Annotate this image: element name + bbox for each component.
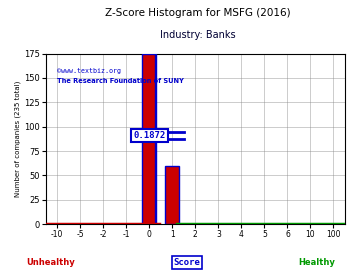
Bar — [166, 166, 179, 224]
Bar — [143, 54, 156, 224]
Text: Z-Score Histogram for MSFG (2016): Z-Score Histogram for MSFG (2016) — [105, 8, 291, 18]
Text: Score: Score — [174, 258, 201, 267]
Text: Unhealthy: Unhealthy — [26, 258, 75, 267]
Y-axis label: Number of companies (235 total): Number of companies (235 total) — [15, 81, 22, 197]
Text: Industry: Banks: Industry: Banks — [160, 30, 236, 40]
Text: ©www.textbiz.org: ©www.textbiz.org — [57, 68, 121, 74]
Text: The Research Foundation of SUNY: The Research Foundation of SUNY — [57, 78, 184, 84]
Text: Healthy: Healthy — [298, 258, 335, 267]
Text: 0.1872: 0.1872 — [133, 131, 166, 140]
